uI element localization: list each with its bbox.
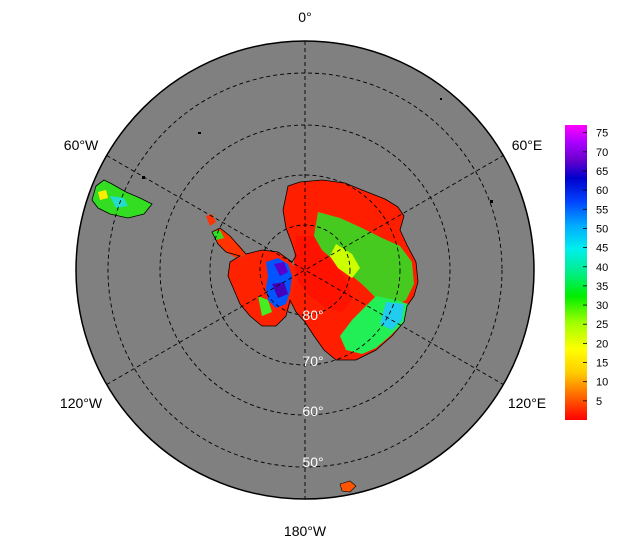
colorbar-tick-label: 45 bbox=[596, 243, 608, 255]
lon-label-60e: 60°E bbox=[512, 137, 543, 153]
meridian-2 bbox=[106, 155, 504, 385]
colorbar-tick-label: 70 bbox=[596, 147, 608, 159]
colorbar-tick-label: 75 bbox=[596, 128, 608, 140]
colorbar: 5 10 15 20 25 30 35 40 45 50 55 60 65 70 75 bbox=[565, 125, 608, 420]
south-america-yellow bbox=[98, 190, 108, 200]
colorbar-tick-label: 60 bbox=[596, 185, 608, 197]
colorbar-tick-label: 20 bbox=[596, 338, 608, 350]
peninsula-islands bbox=[206, 214, 216, 226]
colorbar-tick-label: 50 bbox=[596, 223, 608, 235]
colorbar-tick-label: 55 bbox=[596, 204, 608, 216]
coastlines bbox=[91, 179, 419, 361]
lat-label-70: 70° bbox=[302, 353, 323, 369]
southern-island bbox=[339, 480, 357, 493]
tiny-island-1 bbox=[490, 200, 493, 203]
ross-purple-spot-2 bbox=[272, 282, 288, 298]
ross-purple-spot-1 bbox=[274, 262, 288, 276]
east-antarctica-core bbox=[294, 236, 352, 312]
east-antarctica-yellow-patch bbox=[330, 244, 360, 278]
colorbar-tick-label: 40 bbox=[596, 262, 608, 274]
colorbar-tick-label: 35 bbox=[596, 281, 608, 293]
colorbar-tick-label: 10 bbox=[596, 377, 608, 389]
lat-label-80: 80° bbox=[302, 307, 323, 323]
ross-green-edge bbox=[258, 296, 272, 316]
lat-label-50: 50° bbox=[302, 454, 323, 470]
colorbar-tick-label: 30 bbox=[596, 300, 608, 312]
land-heatmap bbox=[92, 98, 493, 493]
tiny-island-4 bbox=[142, 176, 145, 179]
colorbar-ticks: 5 10 15 20 25 30 35 40 45 50 55 60 65 70 75 bbox=[583, 128, 608, 408]
lon-label-120e: 120°E bbox=[508, 395, 546, 411]
lon-label-180w: 180°W bbox=[284, 523, 327, 539]
south-america-cyan bbox=[110, 196, 128, 208]
colorbar-ramp bbox=[565, 125, 587, 420]
east-antarctica-cyan-coast bbox=[380, 302, 404, 330]
colorbar-tick-label: 5 bbox=[596, 396, 602, 408]
colorbar-tick-label: 65 bbox=[596, 166, 608, 178]
lon-label-0: 0° bbox=[298, 9, 311, 25]
lat-label-60: 60° bbox=[302, 403, 323, 419]
meridian-3 bbox=[106, 155, 504, 385]
colorbar-tick-label: 25 bbox=[596, 319, 608, 331]
colorbar-tick-label: 15 bbox=[596, 358, 608, 370]
tiny-island-3 bbox=[440, 98, 442, 100]
tiny-island-2 bbox=[198, 132, 201, 134]
east-antarctica-central-band bbox=[314, 212, 414, 306]
lon-label-120w: 120°W bbox=[60, 395, 103, 411]
lon-label-60w: 60°W bbox=[64, 137, 99, 153]
graticule bbox=[106, 41, 504, 499]
